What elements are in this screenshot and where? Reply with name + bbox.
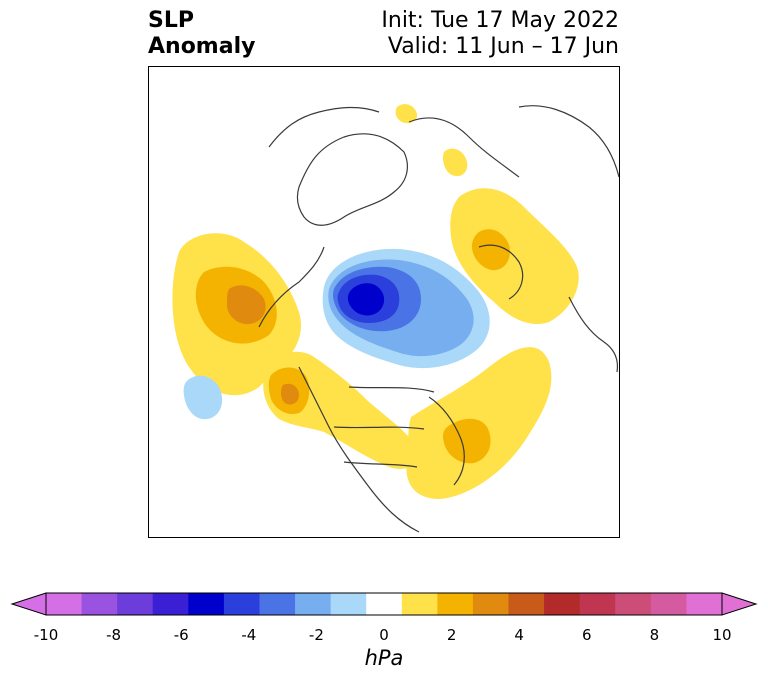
colorbar-bin [223, 593, 260, 615]
colorbar-bin [650, 593, 687, 615]
anomaly-eurasia-orange [471, 229, 510, 271]
map-title: SLP Anomaly [148, 8, 255, 60]
map-panel [148, 66, 620, 538]
anomaly-wna-core [280, 383, 299, 405]
colorbar-bin [366, 593, 403, 615]
anomaly-eurasia-small-2 [395, 104, 418, 124]
colorbar-bin [81, 593, 118, 615]
colorbar-unit-label: hPa [364, 646, 404, 670]
colorbar-tick-label: -8 [106, 626, 122, 644]
colorbar-tick-label: 6 [582, 626, 592, 644]
colorbar-bin [188, 593, 225, 615]
colorbar-bin [544, 593, 581, 615]
colorbar-extend-max [721, 592, 758, 616]
anomaly-eurasia-small-1 [442, 148, 468, 177]
colorbar-bin [437, 593, 474, 615]
colorbar-tick-label: 2 [446, 626, 457, 644]
valid-range: Valid: 11 Jun – 17 Jun [387, 34, 619, 59]
colorbar-bin [259, 593, 296, 615]
colorbar-border [45, 592, 723, 616]
colorbar-tick-label: 4 [514, 626, 524, 644]
colorbar [10, 592, 758, 616]
colorbar-extend-min [10, 592, 47, 616]
anomaly-ena-orange [443, 418, 491, 464]
colorbar-bin [330, 593, 367, 615]
colorbar-tick-label: -4 [241, 626, 257, 644]
colorbar-bin [686, 593, 723, 615]
title-line-2: Anomaly [148, 34, 256, 59]
colorbar-tick-label: -6 [173, 626, 189, 644]
anomaly-pacific-core [227, 285, 266, 325]
coastlines [258, 105, 619, 533]
colorbar-bin [295, 593, 332, 615]
colorbar-bin [401, 593, 438, 615]
colorbar-bin [46, 593, 83, 615]
title-line-1: SLP [148, 8, 194, 33]
colorbar-bin [508, 593, 545, 615]
colorbar-bin [615, 593, 652, 615]
colorbar-tick-label: -2 [308, 626, 324, 644]
colorbar-bin [472, 593, 510, 615]
anomaly-arctic-core [347, 283, 385, 316]
colorbar-tick-label: 8 [649, 626, 660, 644]
anomaly-pacific-negative [183, 375, 223, 420]
anomaly-map [172, 104, 619, 533]
init-date: Init: Tue 17 May 2022 [381, 8, 619, 33]
colorbar-tick-label: 10 [712, 626, 732, 644]
colorbar-tick-label: -10 [33, 626, 59, 644]
colorbar-bin [152, 593, 189, 615]
colorbar-tick-label: 0 [379, 626, 389, 644]
run-info: Init: Tue 17 May 2022 Valid: 11 Jun – 17… [381, 8, 619, 60]
colorbar-bin [117, 593, 154, 615]
colorbar-bin [579, 593, 616, 615]
